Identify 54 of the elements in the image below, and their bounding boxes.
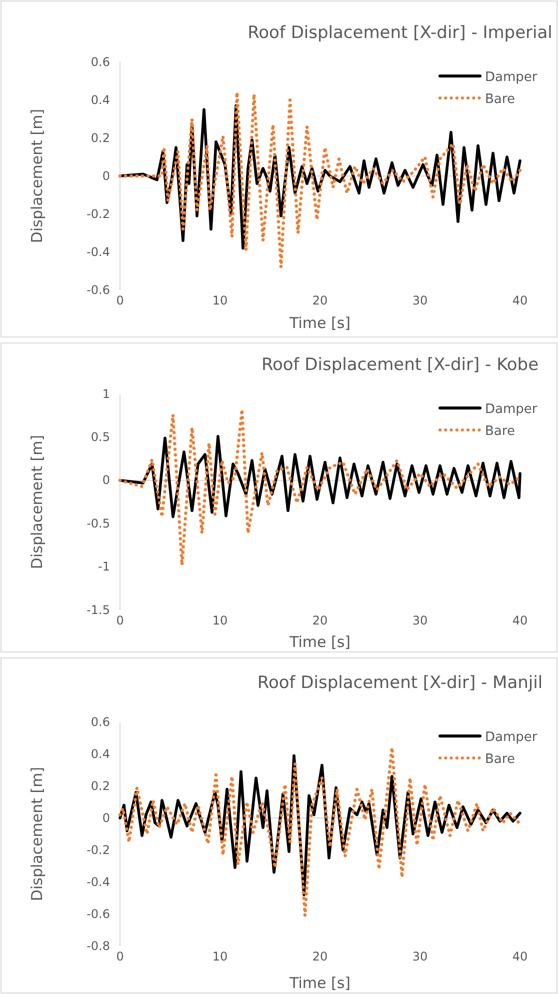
x-tick-label: 40: [512, 614, 528, 628]
x-tick-label: 40: [512, 294, 528, 308]
x-tick-label: 30: [412, 950, 428, 964]
x-tick-label: 0: [116, 614, 124, 628]
y-tick-label: 0.4: [90, 92, 110, 107]
y-tick-label: -1.5: [86, 602, 110, 617]
y-tick-label: 0.5: [90, 430, 110, 444]
x-tick-label: 0: [116, 950, 124, 964]
line-series: [118, 434, 522, 518]
legend-label: Damper: [485, 402, 538, 417]
y-tick-label: -0.8: [86, 938, 110, 953]
y-tick-label: -0.4: [86, 874, 110, 889]
y-tick-label: 0.6: [90, 714, 110, 729]
y-tick-label: 0: [102, 810, 110, 825]
y-tick-label: -0.6: [86, 906, 110, 921]
y-tick-label: -0.2: [86, 842, 110, 857]
y-tick-label: -1: [98, 560, 110, 574]
x-tick-label: 20: [312, 950, 328, 964]
legend-label: Bare: [485, 752, 515, 767]
x-tick-label: 40: [512, 950, 528, 964]
y-tick-label: 0: [102, 168, 110, 183]
y-tick-label: 1: [102, 386, 110, 401]
y-tick-label: -0.6: [86, 282, 110, 297]
y-tick-label: 0.4: [90, 746, 110, 761]
y-tick-label: -0.2: [86, 206, 110, 221]
x-tick-label: 20: [312, 614, 328, 628]
y-axis-title: Displacement [m]: [28, 108, 46, 244]
y-tick-label: -0.5: [86, 516, 110, 530]
x-axis-title: Time [s]: [288, 633, 350, 651]
x-tick-label: 30: [412, 614, 428, 628]
x-tick-label: 30: [412, 294, 428, 308]
y-tick-label: 0.2: [90, 778, 110, 793]
x-tick-label: 10: [212, 294, 228, 308]
x-axis-title: Time [s]: [288, 314, 350, 332]
y-axis-title: Displacement [m]: [28, 434, 46, 570]
y-tick-label: 0: [102, 473, 110, 488]
x-tick-label: 0: [116, 294, 124, 308]
chart-title: Roof Displacement [X-dir] - Imperial: [248, 23, 552, 43]
x-tick-label: 10: [212, 950, 228, 964]
y-axis-title: Displacement [m]: [28, 766, 46, 902]
y-tick-label: -0.4: [86, 244, 110, 259]
legend-label: Bare: [485, 424, 515, 439]
legend-label: Damper: [485, 730, 538, 745]
x-axis-title: Time [s]: [288, 974, 350, 992]
x-tick-label: 20: [312, 294, 328, 308]
chart-title: Roof Displacement [X-dir] - Kobe: [261, 355, 539, 375]
legend-label: Damper: [485, 70, 538, 85]
y-tick-label: 0.2: [90, 130, 110, 145]
legend-label: Bare: [485, 92, 515, 107]
chart-title: Roof Displacement [X-dir] - Manjil: [257, 673, 543, 693]
line-series: [118, 90, 522, 269]
line-series: [118, 746, 521, 918]
y-tick-label: 0.6: [90, 54, 110, 69]
x-tick-label: 10: [212, 614, 228, 628]
